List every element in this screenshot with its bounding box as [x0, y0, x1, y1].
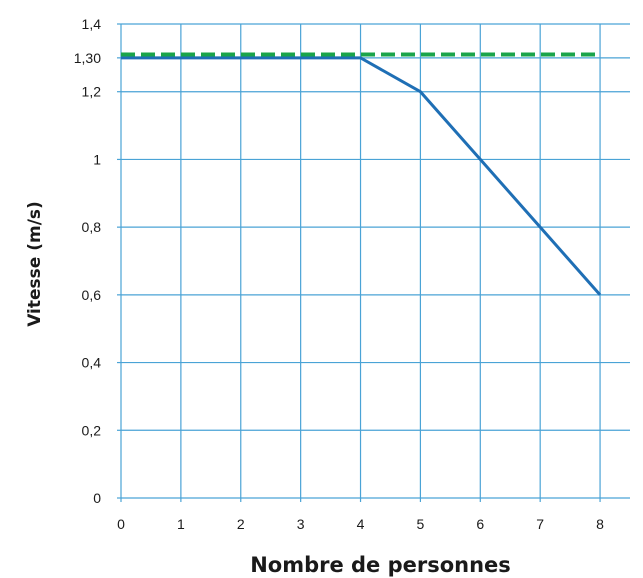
y-tick-labels: 0 0,2 0,4 0,6 0,8 1 1,2 1,30 1,4: [74, 16, 101, 506]
y-axis-title: Vitesse (m/s): [25, 201, 45, 327]
x-tick-label: 7: [536, 516, 544, 532]
y-tick-label: 1,30: [74, 50, 101, 66]
y-tick-label: 0,4: [82, 355, 102, 371]
x-tick-label: 5: [417, 516, 425, 532]
x-tick-label: 6: [476, 516, 484, 532]
y-tick-label: 0,2: [82, 422, 102, 438]
x-tick-label: 1: [177, 516, 185, 532]
y-tick-label: 0,8: [82, 219, 102, 235]
series-layer: [121, 52, 602, 296]
x-tick-label: 4: [357, 516, 365, 532]
y-tick-label: 1,2: [82, 84, 102, 100]
y-tick-label: 1,4: [82, 16, 102, 32]
axes: [117, 23, 630, 502]
x-tick-label: 0: [117, 516, 125, 532]
x-tick-label: 3: [297, 516, 305, 532]
grid: [121, 23, 630, 498]
x-tick-labels: 0 1 2 3 4 5 6 7 8: [117, 516, 604, 532]
y-tick-label: 0: [93, 490, 101, 506]
x-tick-label: 8: [596, 516, 604, 532]
y-tick-label: 0,6: [82, 287, 102, 303]
x-tick-label: 2: [237, 516, 245, 532]
speed-line: [121, 56, 602, 296]
x-axis-title: Nombre de personnes: [250, 553, 511, 577]
y-tick-label: 1: [93, 151, 101, 167]
